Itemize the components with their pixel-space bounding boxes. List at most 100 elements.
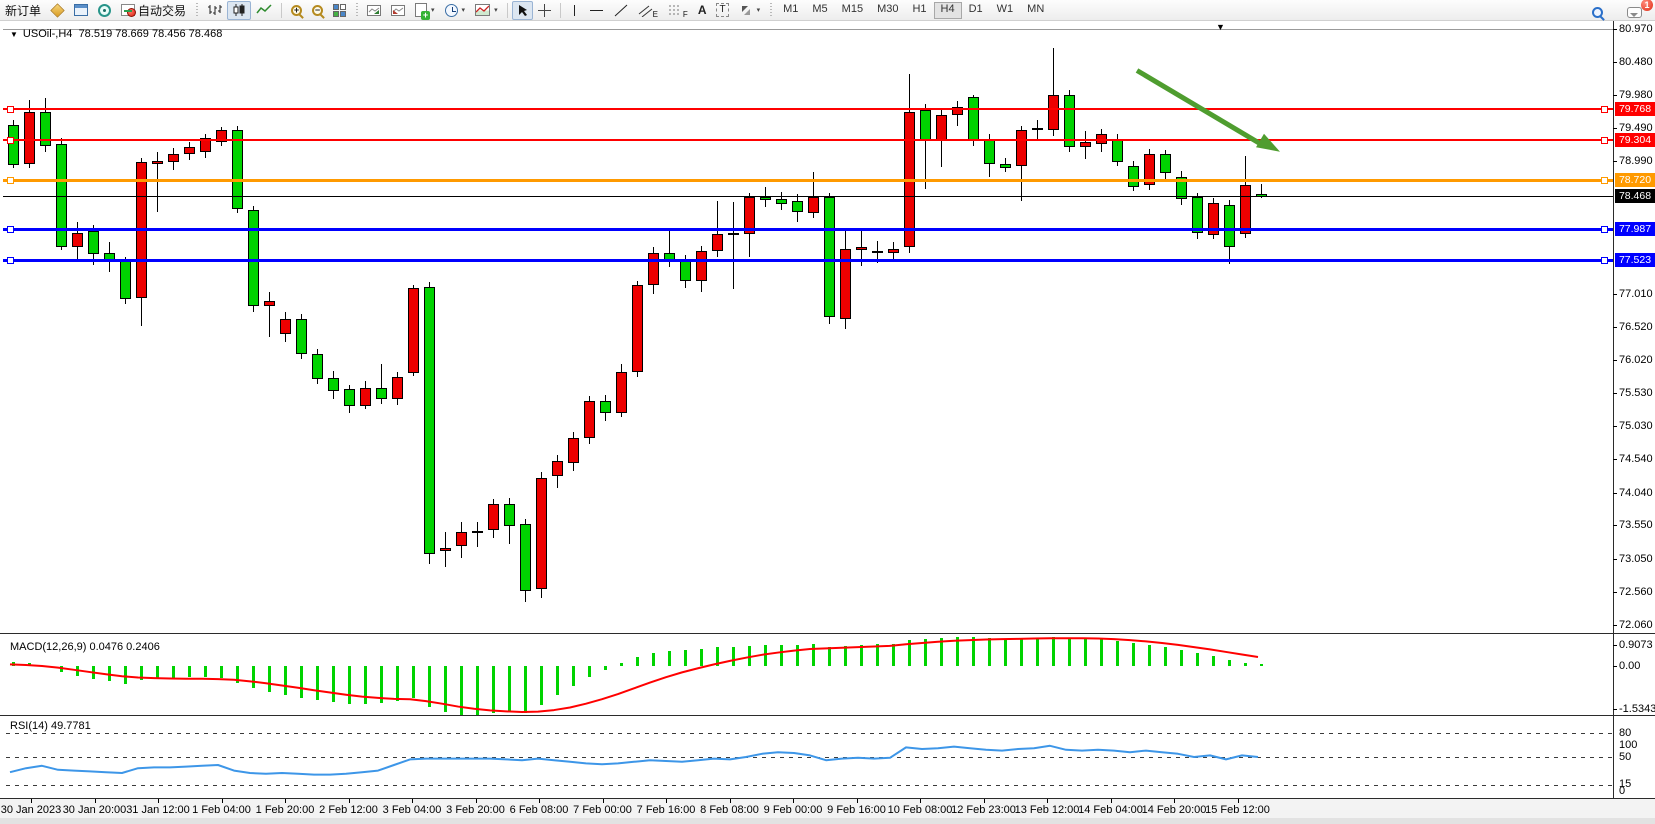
price-tick-label: 74.040 <box>1619 486 1653 499</box>
macd-histogram-bar <box>460 665 463 715</box>
hline-handle[interactable] <box>7 225 14 233</box>
candlestick-mode-button[interactable] <box>227 0 252 20</box>
time-label: 13 Feb 12:00 <box>1014 804 1080 816</box>
arrows-tool-button[interactable]: ▾ <box>734 1 766 20</box>
tab-timeframe-M30[interactable]: M30 <box>877 2 899 15</box>
line-chart-mode-button[interactable] <box>251 1 277 20</box>
chart-symbol-timeframe: USOil-,H4 <box>22 28 73 40</box>
indicators-menu-button[interactable]: ▾ <box>470 1 503 20</box>
macd-histogram-bar <box>1244 662 1247 666</box>
hline-79.768[interactable] <box>3 108 1613 111</box>
horizontal-line-tool-button[interactable] <box>584 1 609 20</box>
time-label: 30 Jan 2023 <box>0 804 62 816</box>
hline-handle[interactable] <box>1601 106 1608 114</box>
candle-up <box>840 248 851 319</box>
hline-77.987[interactable] <box>3 227 1613 231</box>
auto-scroll-button[interactable] <box>362 1 386 20</box>
chart-shift-marker-icon[interactable]: ▼ <box>1216 22 1225 32</box>
timeframes-menu-button[interactable]: ▾ <box>440 1 471 20</box>
trendline-tool-button[interactable] <box>609 1 633 20</box>
notifications-button[interactable]: 1 <box>1622 0 1653 22</box>
time-axis[interactable]: 30 Jan 2023 30 Jan 20:00 31 Jan 12:00 1 Feb… <box>0 798 1655 818</box>
macd-histogram-bar <box>268 665 271 692</box>
macd-histogram-bar <box>428 665 431 707</box>
search-icon <box>1592 7 1603 18</box>
pane-divider[interactable] <box>0 633 1655 634</box>
macd-histogram-bar <box>76 665 79 676</box>
window-bottom-frame <box>0 818 1655 824</box>
macd-histogram-bar <box>236 665 239 683</box>
macd-pane[interactable]: MACD(12,26,9) 0.0476 0.2406 <box>3 636 1613 727</box>
bar-chart-mode-button[interactable] <box>202 1 227 20</box>
zoom-in-button[interactable]: + <box>286 1 307 20</box>
hline-handle[interactable] <box>7 106 14 114</box>
chart-menu-triangle-icon[interactable]: ▼ <box>10 30 18 39</box>
market-watch-button[interactable] <box>46 1 69 20</box>
hline-78.468[interactable] <box>3 196 1613 198</box>
pane-divider[interactable] <box>0 715 1655 716</box>
text-label-tool-button[interactable]: T <box>711 1 733 20</box>
time-tick <box>666 799 667 803</box>
macd-histogram-bar <box>108 665 111 682</box>
hline-handle[interactable] <box>7 256 14 264</box>
hline-handle[interactable] <box>1601 137 1608 145</box>
notification-count-badge: 1 <box>1641 0 1653 11</box>
macd-histogram-bar <box>1260 664 1263 666</box>
macd-histogram-bar <box>1100 639 1103 666</box>
tab-timeframe-W1[interactable]: W1 <box>996 2 1014 15</box>
navigator-button[interactable] <box>93 1 116 20</box>
candle-up <box>584 401 595 439</box>
candle-up <box>888 248 899 254</box>
data-window-button[interactable] <box>69 1 93 20</box>
hline-handle[interactable] <box>1601 256 1608 264</box>
zoom-out-button[interactable]: − <box>307 1 328 20</box>
hline-78.720[interactable] <box>3 178 1613 182</box>
candle-up <box>712 234 723 251</box>
new-chart-button[interactable]: ▾ <box>410 1 440 20</box>
chart-shift-button[interactable] <box>386 1 410 20</box>
navigator-icon <box>98 3 112 17</box>
candle-down <box>520 524 531 592</box>
tab-timeframe-MN[interactable]: MN <box>1027 2 1045 15</box>
hline-handle[interactable] <box>7 176 14 184</box>
macd-histogram-bar <box>476 665 479 715</box>
hline-handle[interactable] <box>1601 176 1608 184</box>
hline-77.523[interactable] <box>3 258 1613 262</box>
macd-histogram-bar <box>524 665 527 713</box>
macd-histogram-bar <box>636 657 639 666</box>
search-button[interactable] <box>1587 3 1608 22</box>
macd-histogram-bar <box>1116 641 1119 666</box>
tab-timeframe-H4[interactable]: H4 <box>933 1 962 19</box>
tab-timeframe-M1[interactable]: M1 <box>783 2 799 15</box>
price-tick-label: 79.980 <box>1619 89 1653 102</box>
rsi-pane[interactable]: RSI(14) 49.7781 <box>3 717 1616 797</box>
macd-histogram-bar <box>956 637 959 666</box>
tab-timeframe-H1[interactable]: H1 <box>912 2 927 15</box>
hline-handle[interactable] <box>7 137 14 145</box>
crosshair-tool-button[interactable] <box>533 1 556 20</box>
bar-chart-icon <box>207 3 223 17</box>
fibonacci-tool-button[interactable]: F <box>663 1 693 20</box>
price-badge-78.720: 78.720 <box>1615 172 1655 187</box>
text-tool-button[interactable]: A <box>693 1 712 20</box>
channel-letter: E <box>652 9 658 19</box>
macd-histogram-bar <box>1084 638 1087 666</box>
macd-histogram-bar <box>1180 650 1183 666</box>
cursor-tool-button[interactable] <box>511 0 533 20</box>
price-pane[interactable] <box>3 29 1613 633</box>
autotrading-button[interactable]: 自动交易 <box>116 1 191 20</box>
candle-up <box>696 250 707 281</box>
candle-up <box>184 147 195 154</box>
tab-timeframe-D1[interactable]: D1 <box>968 2 983 15</box>
hline-handle[interactable] <box>1601 225 1608 233</box>
time-tick <box>221 799 223 803</box>
tab-timeframe-M5[interactable]: M5 <box>812 2 828 15</box>
tab-timeframe-M15[interactable]: M15 <box>841 2 864 15</box>
hline-79.304[interactable] <box>3 139 1613 142</box>
tile-windows-button[interactable] <box>328 1 351 20</box>
new-order-button[interactable]: 新订单 <box>0 1 46 20</box>
chart-window[interactable]: ▼ USOil-,H4 78.519 78.669 78.456 78.468 ▼… <box>0 21 1655 824</box>
rsi-label: RSI(14) 49.7781 <box>10 720 91 732</box>
channel-tool-button[interactable]: E <box>633 1 663 20</box>
vertical-line-tool-button[interactable] <box>565 1 584 20</box>
